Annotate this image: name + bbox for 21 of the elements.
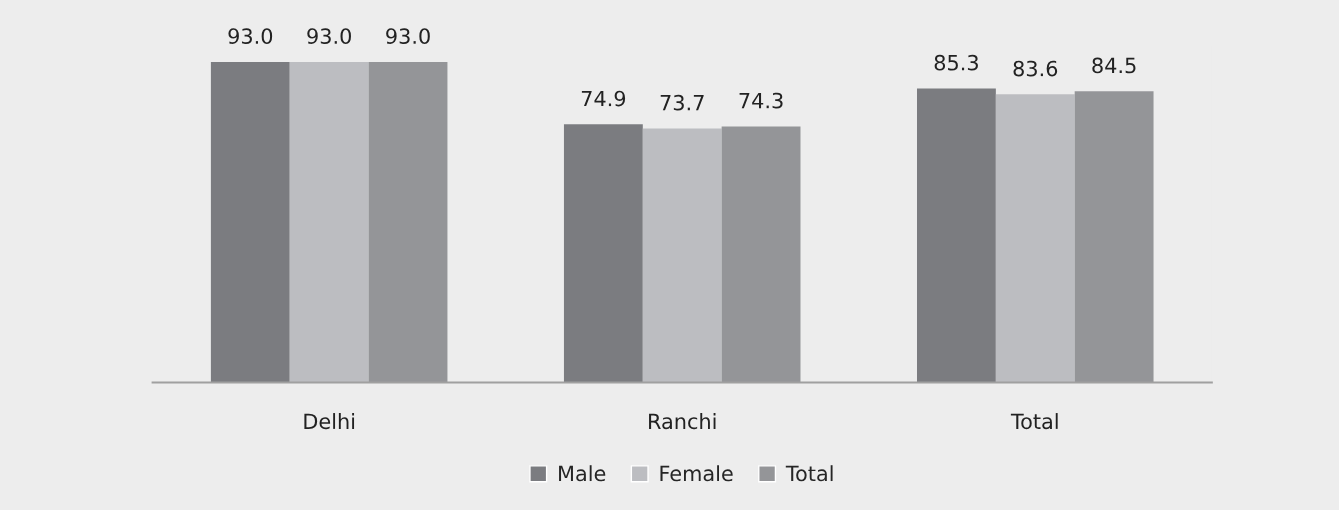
x-tick-label: Ranchi bbox=[649, 413, 716, 430]
bar bbox=[642, 128, 722, 383]
data-label: 83.6 bbox=[1013, 60, 1058, 77]
x-tick-label: Total bbox=[1010, 413, 1058, 430]
bar bbox=[917, 88, 996, 383]
data-label: 74.9 bbox=[581, 90, 626, 107]
bar bbox=[995, 94, 1075, 383]
data-label: 84.5 bbox=[1092, 57, 1136, 74]
bar bbox=[289, 61, 369, 383]
data-label: 93.0 bbox=[386, 28, 430, 44]
legend-label: Female bbox=[660, 465, 733, 482]
legend-label: Male bbox=[559, 465, 606, 482]
data-label: 85.3 bbox=[934, 54, 978, 71]
bar bbox=[563, 124, 643, 383]
legend-label: Total bbox=[785, 465, 833, 482]
data-label: 73.7 bbox=[660, 94, 704, 111]
data-label: 93.0 bbox=[228, 28, 273, 44]
bar bbox=[210, 61, 290, 383]
x-tick-label: Delhi bbox=[304, 413, 355, 430]
data-label: 74.3 bbox=[739, 92, 783, 109]
data-label: 93.0 bbox=[307, 28, 351, 44]
